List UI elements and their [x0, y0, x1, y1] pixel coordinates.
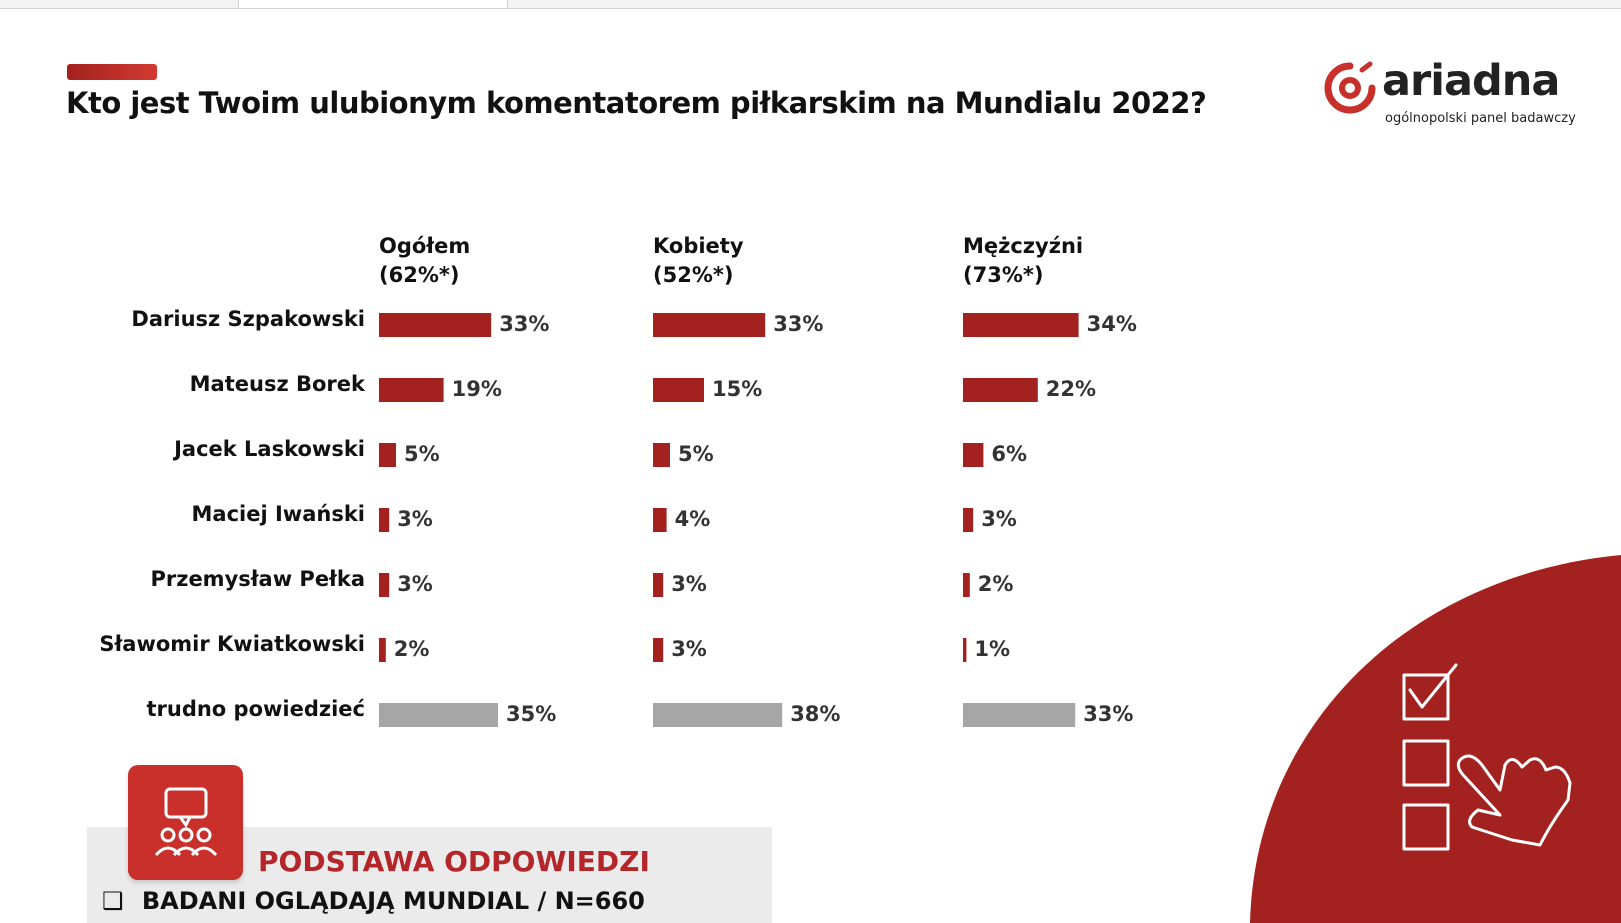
bar-kobiety-mateusz-borek [653, 378, 704, 402]
data-label: 3% [397, 572, 433, 596]
column-header-ogolem: Ogółem (62%*) [379, 232, 470, 290]
data-label: 33% [773, 312, 824, 336]
data-label: 34% [1086, 312, 1137, 336]
bar-kobiety-dariusz-szpakowski [653, 313, 766, 337]
category-label: Przemysław Pełka [150, 567, 365, 591]
logo-wordmark: ariadna [1382, 56, 1560, 106]
bar-ogolem-dariusz-szpakowski [379, 313, 492, 337]
bar-ogolem-przemyslaw-pelka [379, 573, 390, 597]
column-header-kobiety: Kobiety (52%*) [653, 232, 744, 290]
data-label: 33% [1083, 702, 1134, 726]
data-label: 3% [981, 507, 1017, 531]
page-title: Kto jest Twoim ulubionym komentatorem pi… [66, 86, 1207, 120]
series-name: Mężczyźni [963, 234, 1084, 258]
bar-kobiety-maciej-iwanski [653, 508, 667, 532]
basis-sample-text: BADANI OGLĄDAJĄ MUNDIAL / N=660 [141, 887, 645, 915]
column-header-mezczyzni: Mężczyźni (73%*) [963, 232, 1083, 290]
category-label: trudno powiedzieć [146, 697, 365, 721]
basis-title: PODSTAWA ODPOWIEDZI [258, 845, 650, 878]
browser-tab-strip [0, 0, 1621, 9]
category-label: Dariusz Szpakowski [131, 307, 365, 331]
data-label: 35% [506, 702, 557, 726]
data-label: 6% [991, 442, 1028, 466]
bar-mezczyzni-trudno-powiedziec [963, 703, 1076, 727]
data-label: 3% [671, 637, 707, 661]
bar-ogolem-jacek-laskowski [379, 443, 396, 467]
bar-kobiety-jacek-laskowski [653, 443, 670, 467]
browser-tab-active[interactable] [239, 0, 508, 8]
data-label: 5% [404, 442, 440, 466]
bar-mezczyzni-slawomir-kwiatkowski [963, 638, 967, 662]
data-label: 15% [712, 377, 763, 401]
bar-ogolem-maciej-iwanski [379, 508, 390, 532]
checklist-hand-icon [1250, 555, 1621, 923]
bar-ogolem-slawomir-kwiatkowski [379, 638, 386, 662]
data-label: 2% [393, 637, 430, 661]
series-name: Ogółem [379, 234, 471, 258]
brand-logo: ariadna ogólnopolski panel badawczy [1322, 56, 1576, 130]
category-label: Mateusz Borek [189, 372, 365, 396]
data-label: 22% [1045, 377, 1097, 401]
bar-mezczyzni-mateusz-borek [963, 378, 1038, 402]
logo-tagline: ogólnopolski panel badawczy [1385, 111, 1576, 126]
series-note: (62%*) [379, 263, 460, 287]
bar-kobiety-slawomir-kwiatkowski [653, 638, 664, 662]
data-label: 5% [678, 442, 714, 466]
data-label: 2% [977, 572, 1014, 596]
browser-tab[interactable] [0, 0, 239, 8]
category-label: Jacek Laskowski [174, 437, 365, 461]
checkbox-bullet-icon: ❑ [102, 887, 124, 915]
bar-kobiety-trudno-powiedziec [653, 703, 783, 727]
basis-sample-line: ❑ BADANI OGLĄDAJĄ MUNDIAL / N=660 [102, 887, 645, 915]
data-label: 1% [974, 637, 1011, 661]
bar-mezczyzni-dariusz-szpakowski [963, 313, 1079, 337]
ariadna-logo-icon [1324, 61, 1376, 114]
data-label: 3% [397, 507, 433, 531]
series-note: (52%*) [653, 263, 734, 287]
audience-chat-icon [128, 765, 243, 880]
category-label: Maciej Iwański [191, 502, 365, 526]
bar-mezczyzni-maciej-iwanski [963, 508, 974, 532]
series-note: (73%*) [963, 263, 1044, 287]
data-label: 4% [674, 507, 711, 531]
bar-mezczyzni-przemyslaw-pelka [963, 573, 970, 597]
title-accent-bar [67, 64, 157, 80]
bar-kobiety-przemyslaw-pelka [653, 573, 664, 597]
bar-ogolem-mateusz-borek [379, 378, 444, 402]
bar-ogolem-trudno-powiedziec [379, 703, 498, 727]
data-label: 38% [790, 702, 841, 726]
category-label: Sławomir Kwiatkowski [99, 632, 365, 656]
bar-mezczyzni-jacek-laskowski [963, 443, 984, 467]
data-label: 19% [451, 377, 502, 401]
data-label: 33% [499, 312, 550, 336]
data-label: 3% [671, 572, 707, 596]
series-name: Kobiety [653, 234, 744, 258]
